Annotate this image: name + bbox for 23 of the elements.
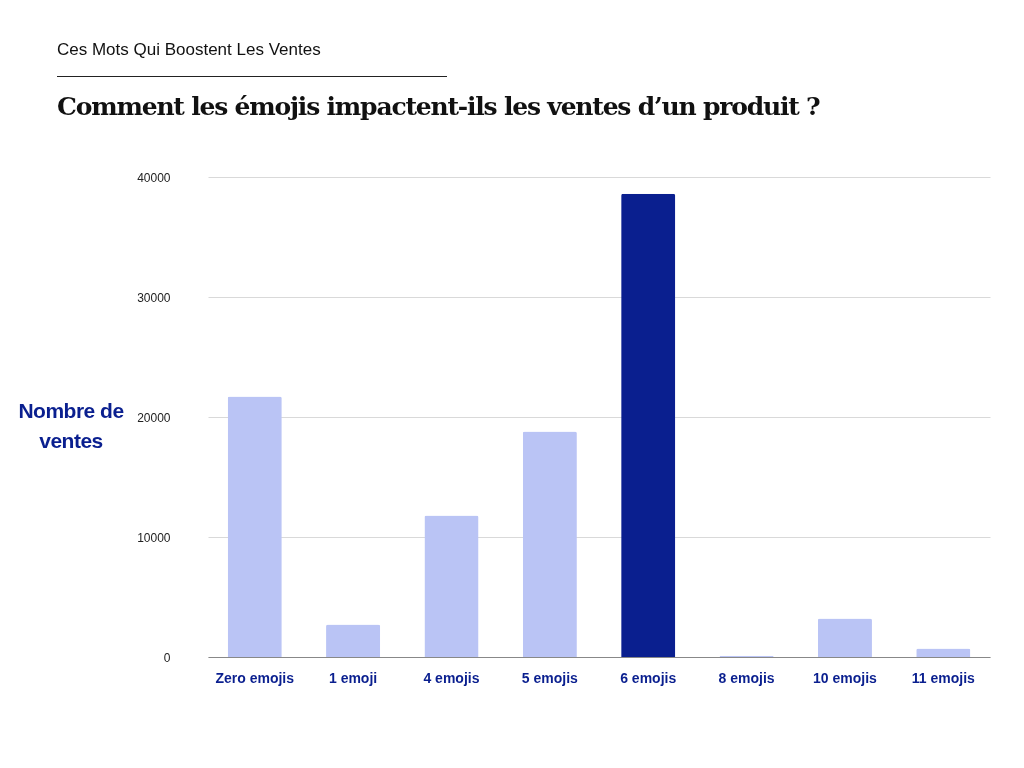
bar	[326, 624, 381, 657]
chart-subtitle: Ces Mots Qui Boostent Les Ventes	[57, 40, 321, 60]
bar	[227, 396, 282, 657]
y-tick-label: 10000	[137, 530, 171, 545]
y-tick-label: 30000	[137, 290, 171, 305]
y-tick-label: 20000	[137, 410, 171, 425]
x-tick-label: 4 emojis	[423, 669, 480, 686]
x-tick-label: Zero emojis	[215, 669, 295, 686]
x-tick-label: 11 emojis	[911, 669, 976, 686]
x-tick-label: 1 emoji	[328, 669, 378, 686]
y-tick-label: 40000	[137, 170, 171, 185]
y-tick-label: 0	[163, 650, 171, 665]
bar	[916, 648, 971, 657]
chart-title: Comment les émojis impactent-ils les ventes d’un produit ?	[57, 92, 820, 121]
bar	[621, 193, 676, 657]
x-tick-label: 6 emojis	[620, 669, 677, 686]
x-tick-label: 10 emojis	[813, 669, 878, 686]
bar	[817, 618, 872, 657]
x-tick-label: 8 emojis	[718, 669, 775, 686]
y-axis-title: Nombre de ventes	[17, 398, 125, 454]
bar	[522, 431, 577, 657]
x-tick-label: 5 emojis	[521, 669, 579, 686]
bar	[424, 515, 479, 657]
